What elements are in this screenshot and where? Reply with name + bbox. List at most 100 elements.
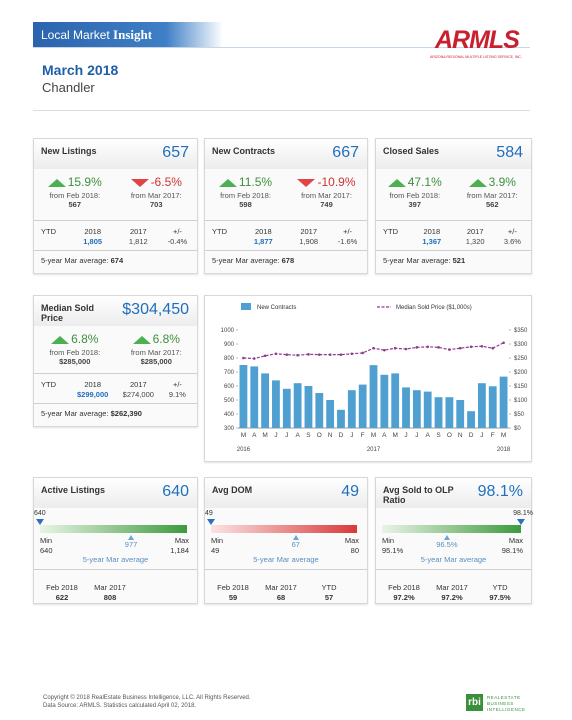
x-tick-label: D xyxy=(339,432,344,439)
change: -10.9% from Mar 2017: 749 xyxy=(286,175,367,209)
change-base: 397 xyxy=(408,200,421,209)
line-point xyxy=(318,353,321,356)
line-point xyxy=(242,356,245,360)
card-value: 657 xyxy=(162,144,189,161)
card-title: Median Sold Price xyxy=(41,303,95,323)
gauge-average-marker xyxy=(292,535,299,540)
x-tick-label: M xyxy=(371,432,376,439)
change-row: -10.9% xyxy=(286,175,367,189)
average-value: 521 xyxy=(452,256,466,265)
y-tick-label: 400 xyxy=(224,412,235,418)
bar xyxy=(499,376,508,428)
y-tick-label: 300 xyxy=(224,426,235,432)
x-tick-label: M xyxy=(392,432,397,439)
history-value: 68 xyxy=(276,593,286,602)
average-value: 678 xyxy=(281,256,295,265)
history-value: 97.5% xyxy=(489,593,511,602)
card-value: 584 xyxy=(496,144,523,161)
legend-swatch xyxy=(241,303,251,310)
bar xyxy=(337,409,345,428)
x-tick-label: A xyxy=(426,432,431,439)
brand-text: Local Market xyxy=(41,28,114,42)
change-base: 562 xyxy=(485,200,499,209)
rule xyxy=(34,403,197,404)
gauge-caption: 5-year Mar average xyxy=(253,555,319,564)
ytd-head: 2018 xyxy=(84,380,101,389)
line-point xyxy=(350,352,354,356)
ytd-label: YTD xyxy=(212,227,227,236)
bar xyxy=(434,397,443,428)
y-tick-label: 700 xyxy=(224,370,235,376)
change-pct: -6.5% xyxy=(150,175,182,189)
y-tick-label: 900 xyxy=(224,342,235,348)
change-pct: 11.5% xyxy=(238,175,273,189)
line-point xyxy=(502,341,505,345)
gauge-max: 1,184 xyxy=(170,546,189,555)
average: 5-year Mar average: 521 xyxy=(383,256,465,265)
average-label: 5-year Mar average: xyxy=(41,256,109,265)
line-point xyxy=(491,346,495,350)
footer-logo-text: REALESTATE BUSINESS INTELLIGENCE xyxy=(487,695,526,712)
gauge-caption: 5-year Mar average xyxy=(420,555,487,564)
average-label: 5-year Mar average: xyxy=(41,409,109,418)
gauge-average-value: 977 xyxy=(124,540,138,549)
gauge-current-marker xyxy=(207,519,215,525)
ytd-head: 2018 xyxy=(84,227,101,236)
change-base: 567 xyxy=(68,200,81,209)
brand: Local Market Insight xyxy=(41,27,152,43)
history-label: Mar 2017 xyxy=(265,583,297,592)
bar xyxy=(326,400,335,428)
line-point xyxy=(361,351,364,355)
bar xyxy=(488,386,497,428)
change: 47.1% from Feb 2018: 397 xyxy=(376,175,454,209)
arrow-down xyxy=(130,178,149,187)
card-title: Avg DOM xyxy=(212,485,253,495)
gauge-current-label: 49 xyxy=(205,510,213,517)
x-tick-label: F xyxy=(491,432,495,439)
line-point xyxy=(480,344,484,348)
bar xyxy=(369,365,378,428)
rule xyxy=(205,250,367,251)
y2-tick-label: $100 xyxy=(514,398,528,404)
gauge-bar xyxy=(40,525,187,533)
title-bar xyxy=(376,478,531,508)
line-point xyxy=(458,346,462,350)
x-tick-label: J xyxy=(480,432,483,439)
bar xyxy=(261,373,270,428)
line-point xyxy=(252,357,256,360)
x-tick-label: O xyxy=(317,432,322,439)
bar xyxy=(445,397,454,428)
legend-label: New Contracts xyxy=(257,305,296,311)
ytd-value: 1,908 xyxy=(299,237,319,246)
ytd-value: 1,320 xyxy=(465,237,485,246)
x-tick-label: J xyxy=(404,432,407,439)
ytd-head: 2017 xyxy=(300,227,318,236)
history-label: YTD xyxy=(492,583,508,592)
change: -6.5% from Mar 2017: 703 xyxy=(116,175,198,209)
change-row: 15.9% xyxy=(34,175,116,189)
card-value: 640 xyxy=(162,483,189,500)
ytd-head: 2018 xyxy=(254,227,272,236)
card-title: Avg Sold to OLP Ratio xyxy=(383,485,454,505)
gauge-bar xyxy=(382,525,521,533)
gauge-card: Avg DOM 49 49 67 Min 49 Max 80 5-year Mar averag… xyxy=(204,477,368,604)
ytd-label: YTD xyxy=(41,227,56,236)
change-from: from Feb 2018: xyxy=(389,191,441,200)
gauge-min: 640 xyxy=(40,546,53,555)
ytd-value: 9.1% xyxy=(168,390,186,399)
ytd-value: -1.6% xyxy=(337,237,358,246)
change-row: 6.8% xyxy=(34,332,116,346)
change-row: 6.8% xyxy=(116,332,198,346)
history-value: 57 xyxy=(324,593,334,602)
card-title: Active Listings xyxy=(41,485,106,495)
bar xyxy=(380,374,389,428)
change-from: from Mar 2017: xyxy=(466,191,518,200)
logo: ARMLS xyxy=(435,26,520,54)
y-tick-label: 1000 xyxy=(221,328,235,334)
bar xyxy=(272,380,280,428)
x-tick-label: J xyxy=(274,432,277,439)
arrow-up xyxy=(387,178,406,187)
change-pct: -10.9% xyxy=(317,175,356,189)
y2-tick-label: $350 xyxy=(514,328,528,334)
history-value: 59 xyxy=(228,593,238,602)
